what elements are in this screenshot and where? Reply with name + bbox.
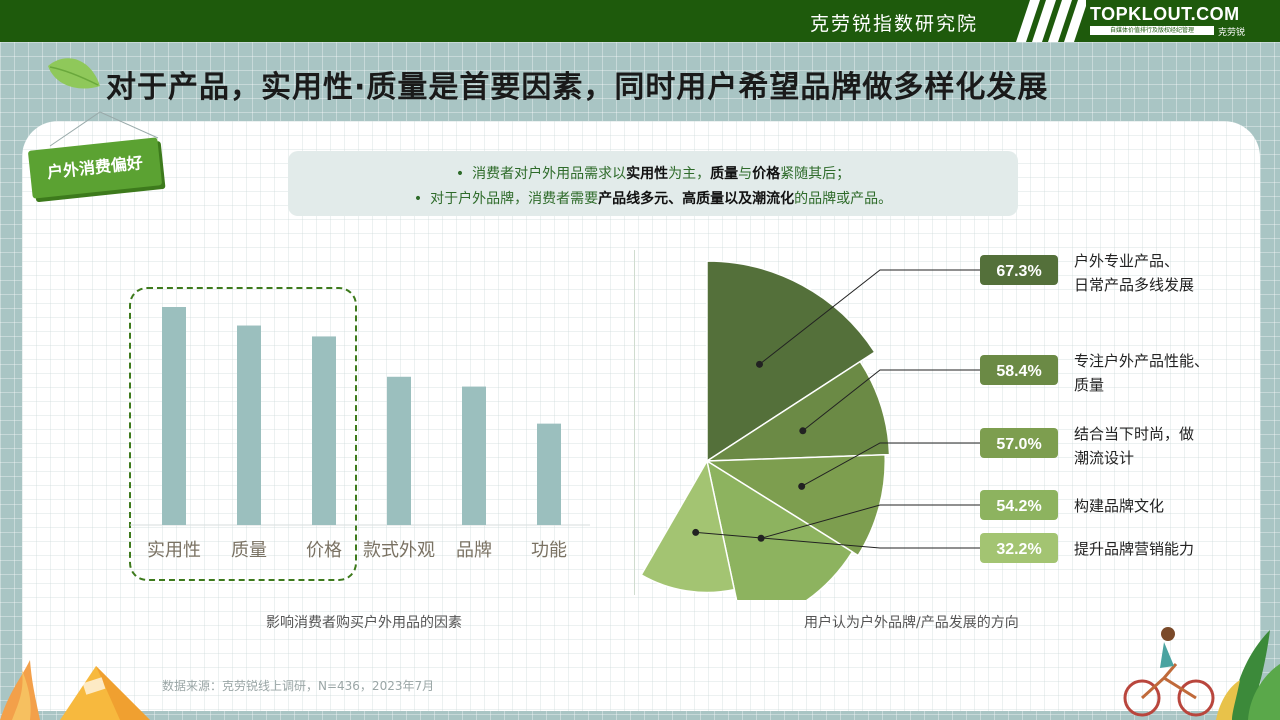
bar-tick-label: 功能 bbox=[531, 540, 567, 561]
pie-slice bbox=[640, 458, 736, 594]
leaf-icon bbox=[48, 58, 100, 89]
bar bbox=[162, 307, 186, 525]
stripes-decoration bbox=[1016, 0, 1086, 42]
summary-text: 紧随其后； bbox=[780, 166, 851, 182]
bar-chart-title: 影响消费者购买户外用品的因素 bbox=[266, 615, 462, 631]
category-label: 提升品牌营销能力 bbox=[1074, 540, 1194, 558]
summary-text: 与 bbox=[738, 166, 753, 182]
cyclist-decoration-icon bbox=[1123, 627, 1280, 720]
leader-line bbox=[759, 269, 980, 365]
category-label: 构建品牌文化 bbox=[1074, 497, 1164, 515]
logo-subtext: 自媒体价值排行及版权经纪管理 bbox=[1090, 26, 1214, 35]
value-badge bbox=[980, 428, 1058, 458]
header-bar bbox=[0, 0, 1280, 42]
summary-text: 对于户外品牌，消费者需要 bbox=[430, 191, 599, 207]
tag-strings bbox=[49, 111, 159, 147]
pie-slice bbox=[704, 360, 891, 462]
summary-line-1: • 消费者对户外用品需求以实用性为主，质量与价格紧随其后； bbox=[288, 163, 1018, 183]
value-label: 57.0% bbox=[996, 436, 1041, 453]
value-badge bbox=[980, 255, 1058, 285]
category-label: 结合当下时尚，做 bbox=[1074, 425, 1194, 443]
bar-tick-label: 款式外观 bbox=[363, 540, 435, 561]
bar-tick-label: 质量 bbox=[231, 540, 267, 561]
leader-line bbox=[802, 369, 980, 432]
bar bbox=[537, 423, 561, 525]
value-badge bbox=[980, 490, 1058, 520]
bar bbox=[237, 325, 261, 525]
category-label: 专注户外产品性能、 bbox=[1074, 352, 1209, 370]
summary-highlight: 质量 bbox=[710, 166, 739, 182]
summary-highlight: 价格 bbox=[752, 166, 781, 182]
value-label: 58.4% bbox=[996, 363, 1041, 380]
data-source: 数据来源：克劳锐线上调研，N=436，2023年7月 bbox=[162, 679, 435, 693]
category-label: 质量 bbox=[1074, 376, 1104, 394]
org-name: 克劳锐指数研究院 bbox=[809, 13, 978, 35]
bar bbox=[387, 376, 411, 525]
highlight-box bbox=[129, 287, 357, 581]
value-label: 54.2% bbox=[996, 498, 1041, 515]
leader-line bbox=[695, 531, 980, 549]
pie-chart-title: 用户认为户外品牌/产品发展的方向 bbox=[804, 615, 1019, 631]
summary-highlight: 产品线多元、高质量以及潮流化 bbox=[598, 191, 795, 207]
bar-tick-label: 价格 bbox=[306, 540, 342, 561]
category-label: 户外专业产品、 bbox=[1074, 252, 1179, 270]
summary-box: • 消费者对户外用品需求以实用性为主，质量与价格紧随其后； • 对于户外品牌，消费者… bbox=[288, 151, 1018, 216]
summary-text: 消费者对户外用品需求以 bbox=[472, 166, 627, 182]
value-badge bbox=[980, 533, 1058, 563]
summary-text: 的品牌或产品。 bbox=[794, 191, 893, 207]
leader-line bbox=[801, 442, 980, 487]
pie-slice bbox=[706, 260, 876, 463]
logo: TOPKLOUT.COM 自媒体价值排行及版权经纪管理 克劳锐 bbox=[1090, 4, 1262, 38]
pie-slice bbox=[705, 459, 854, 600]
bullet-icon: • bbox=[455, 166, 465, 182]
category-label: 日常产品多线发展 bbox=[1074, 276, 1194, 294]
summary-highlight: 实用性 bbox=[626, 166, 669, 182]
bar-tick-label: 品牌 bbox=[456, 540, 492, 561]
summary-text: 为主， bbox=[668, 166, 711, 182]
logo-text: TOPKLOUT.COM bbox=[1090, 4, 1240, 24]
bar bbox=[462, 386, 486, 525]
page-title: 对于产品，实用性·质量是首要因素，同时用户希望品牌做多样化发展 bbox=[106, 70, 1049, 105]
bullet-icon: • bbox=[413, 191, 423, 207]
category-label: 潮流设计 bbox=[1074, 449, 1134, 467]
value-badge bbox=[980, 355, 1058, 385]
value-label: 32.2% bbox=[996, 541, 1041, 558]
logo-cn: 克劳锐 bbox=[1218, 28, 1246, 38]
leader-line bbox=[760, 504, 980, 539]
bar bbox=[312, 336, 336, 525]
tent-decoration-icon bbox=[0, 660, 150, 720]
value-label: 67.3% bbox=[996, 263, 1041, 280]
leader-dot bbox=[692, 528, 700, 536]
pie-slice bbox=[704, 454, 886, 557]
divider bbox=[634, 250, 635, 595]
bar-tick-label: 实用性 bbox=[147, 540, 201, 561]
bar-chart: 实用性 质量 价格 款式外观 品牌 功能 bbox=[130, 307, 590, 561]
pie-chart: 67.3% 户外专业产品、日常产品多线发展 58.4% 专注户外产品性能、质量 57.0… bbox=[640, 252, 1209, 600]
summary-line-2: • 对于户外品牌，消费者需要产品线多元、高质量以及潮流化的品牌或产品。 bbox=[288, 188, 1018, 208]
content-panel bbox=[22, 121, 1260, 711]
